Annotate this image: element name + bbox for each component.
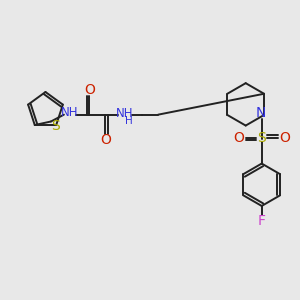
Text: F: F bbox=[258, 214, 266, 228]
Text: N: N bbox=[256, 106, 266, 121]
Text: O: O bbox=[234, 130, 244, 145]
Text: NH: NH bbox=[60, 106, 78, 119]
Text: O: O bbox=[100, 133, 111, 147]
Text: O: O bbox=[84, 82, 95, 97]
Text: NH: NH bbox=[116, 107, 134, 120]
Text: H: H bbox=[125, 116, 133, 126]
Text: S: S bbox=[257, 130, 266, 145]
Text: O: O bbox=[279, 130, 290, 145]
Text: S: S bbox=[51, 119, 60, 134]
